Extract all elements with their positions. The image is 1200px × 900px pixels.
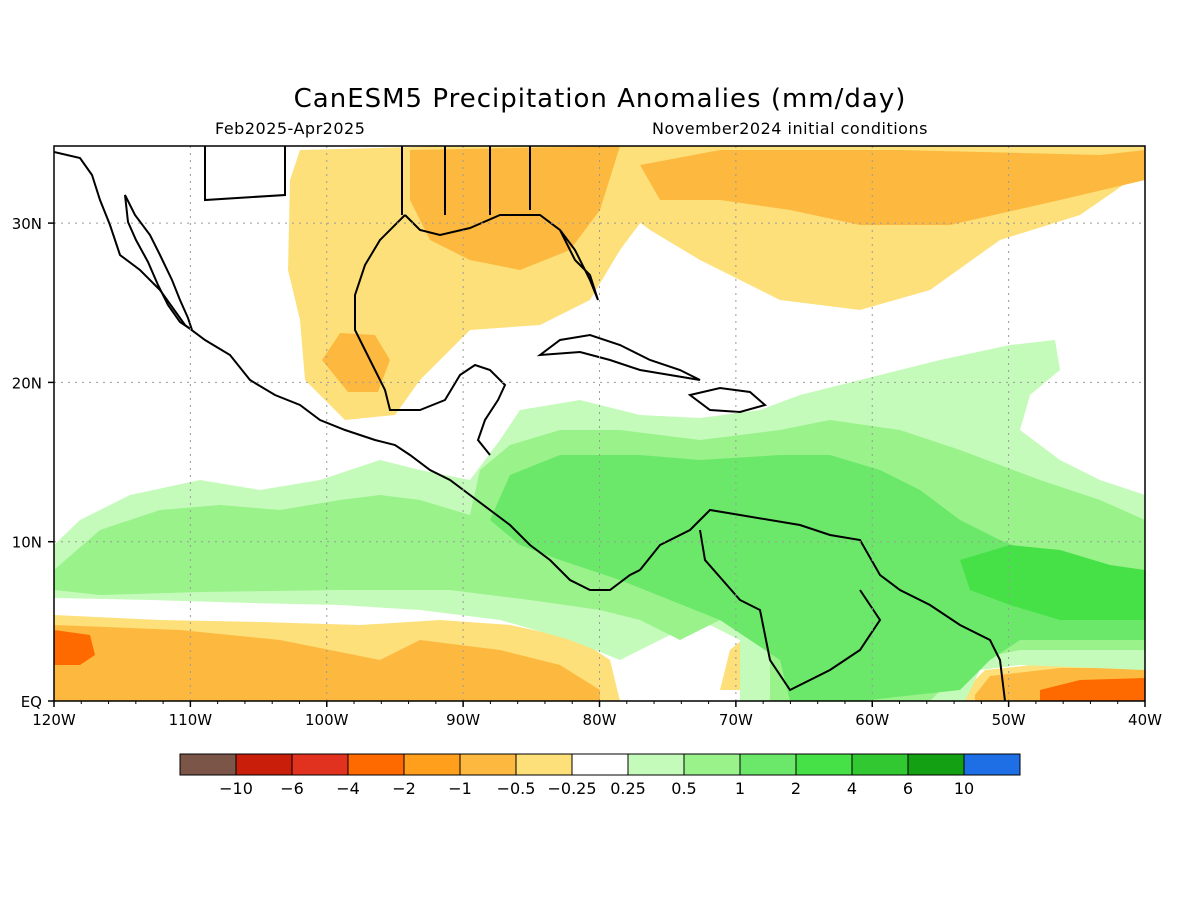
colorbar-label: 0.25 <box>610 779 646 798</box>
colorbar-swatch <box>459 753 517 776</box>
colorbar-label: 2 <box>791 779 801 798</box>
colorbar-label: −6 <box>280 779 304 798</box>
colorbar-label: 1 <box>735 779 745 798</box>
colorbar-swatch <box>291 753 349 776</box>
colorbar-label: −0.25 <box>547 779 596 798</box>
lat-tick-label: 10N <box>12 534 42 552</box>
colorbar-label: −2 <box>392 779 416 798</box>
lat-tick-label: 30N <box>12 215 42 233</box>
colorbar-swatch <box>403 753 461 776</box>
colorbar-swatch <box>627 753 685 776</box>
colorbar-label: 10 <box>954 779 974 798</box>
colorbar-label: −0.5 <box>497 779 536 798</box>
border-us-states <box>204 146 531 215</box>
lon-tick-label: 90W <box>446 711 480 729</box>
lon-tick-label: 40W <box>1128 711 1162 729</box>
coastline-cuba <box>536 333 701 381</box>
lat-tick-label: EQ <box>21 693 42 711</box>
colorbar-swatch <box>739 753 797 776</box>
anomaly-atlantic-mid <box>640 150 1145 225</box>
colorbar-swatch <box>907 753 965 776</box>
forecast-period: Feb2025-Apr2025 <box>215 119 366 138</box>
latitude-axis: EQ 10N 20N 30N <box>12 215 54 711</box>
anomaly-central-pos-stronger <box>960 545 1145 620</box>
colorbar: −10 −6 −4 −2 −1 −0.5 −0.25 0.25 0.5 1 2 4 6 10 <box>179 753 1021 798</box>
colorbar-swatch <box>571 753 629 776</box>
colorbar-swatch <box>963 753 1021 776</box>
lon-tick-label: 70W <box>719 711 753 729</box>
colorbar-swatch <box>795 753 853 776</box>
lon-tick-label: 60W <box>855 711 889 729</box>
lon-tick-label: 110W <box>169 711 213 729</box>
colorbar-label: −10 <box>219 779 253 798</box>
lon-tick-label: 80W <box>583 711 617 729</box>
colorbar-label: 6 <box>903 779 913 798</box>
lon-tick-label: 120W <box>32 711 76 729</box>
anomaly-east-strong <box>1040 678 1145 701</box>
anomaly-mexico-mid <box>322 333 390 392</box>
colorbar-swatch <box>347 753 405 776</box>
anomaly-caribbean-pos-strong <box>490 455 1145 701</box>
lat-tick-label: 20N <box>12 374 42 392</box>
anomaly-pacific-pos-mid2 <box>140 515 330 565</box>
anomaly-fields <box>54 146 1145 701</box>
colorbar-swatch <box>851 753 909 776</box>
colorbar-swatch <box>683 753 741 776</box>
coastlines <box>54 146 1006 701</box>
colorbar-swatch <box>179 753 237 776</box>
colorbar-swatch <box>235 753 293 776</box>
colorbar-label: −4 <box>336 779 360 798</box>
coastline-baja <box>124 194 194 333</box>
coastline-north-america <box>54 151 641 591</box>
border-south-america-interior <box>699 529 882 692</box>
coastline-south-america <box>639 508 1006 701</box>
initial-conditions: November2024 initial conditions <box>652 119 928 138</box>
colorbar-label: 4 <box>847 779 857 798</box>
lon-tick-label: 100W <box>305 711 349 729</box>
coastline-mexico-gulf <box>354 214 507 456</box>
coastline-gulf <box>404 214 599 301</box>
colorbar-swatch <box>515 753 573 776</box>
graticule <box>54 146 1145 701</box>
colorbar-label: 0.5 <box>671 779 696 798</box>
coastline-hispaniola <box>687 386 768 414</box>
colorbar-label: −1 <box>448 779 472 798</box>
anomaly-pacific-strong <box>54 630 95 665</box>
map-title: CanESM5 Precipitation Anomalies (mm/day) <box>293 84 907 114</box>
lon-tick-label: 50W <box>992 711 1026 729</box>
longitude-axis: 120W 110W 100W 90W 80W 70W 60W 50W 40W <box>32 701 1162 729</box>
anomaly-colombia-light <box>720 640 745 690</box>
